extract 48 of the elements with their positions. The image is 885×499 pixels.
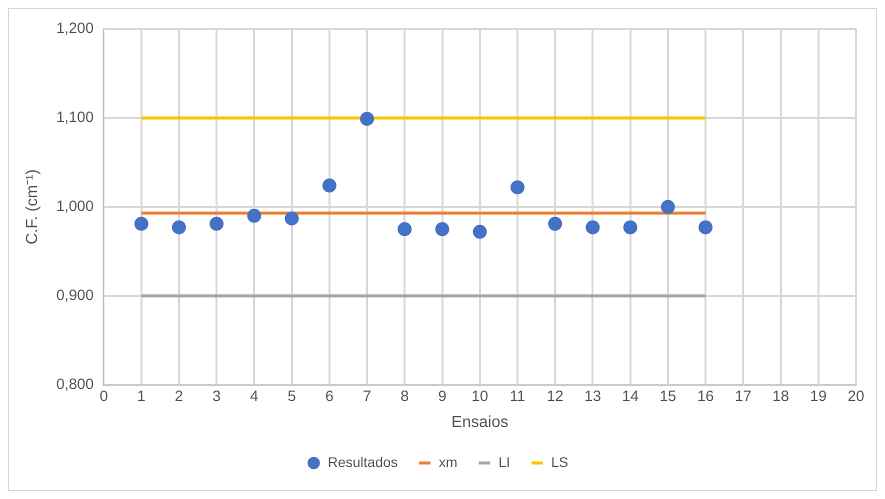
legend-label: Resultados bbox=[328, 454, 398, 470]
point bbox=[660, 200, 675, 214]
y-tick-label: 1,100 bbox=[56, 109, 94, 126]
point bbox=[510, 180, 524, 194]
x-tick-label: 9 bbox=[438, 388, 446, 405]
x-tick-label: 15 bbox=[660, 388, 676, 405]
x-tick-label: 17 bbox=[734, 388, 752, 405]
point bbox=[284, 211, 299, 226]
x-tick-label: 10 bbox=[472, 388, 488, 405]
x-tick-label: 14 bbox=[622, 388, 639, 405]
y-tick-label: 1,000 bbox=[56, 198, 94, 216]
x-tick-label: 4 bbox=[250, 388, 258, 405]
y-tick-label: 0,900 bbox=[56, 286, 94, 304]
x-tick-label: 8 bbox=[400, 388, 409, 405]
x-tick-label: 5 bbox=[288, 388, 296, 405]
x-tick-label: 1 bbox=[137, 388, 146, 405]
y-tick-label: 0,800 bbox=[56, 376, 94, 393]
legend-label: LS bbox=[551, 454, 568, 470]
x-tick-label: 12 bbox=[546, 388, 564, 405]
x-axis-title: Ensaios bbox=[451, 414, 508, 431]
point bbox=[322, 178, 336, 193]
x-tick-label: 19 bbox=[810, 388, 827, 405]
legend-label: xm bbox=[438, 454, 458, 470]
x-tick-label: 3 bbox=[212, 388, 221, 405]
x-tick-label: 11 bbox=[510, 388, 526, 405]
point bbox=[435, 222, 450, 236]
x-tick-label: 7 bbox=[362, 388, 372, 405]
x-tick-label: 0 bbox=[100, 388, 108, 405]
point bbox=[398, 222, 412, 236]
point bbox=[623, 220, 638, 234]
x-tick-label: 16 bbox=[697, 388, 714, 405]
legend-label: LI bbox=[498, 454, 510, 470]
y-axis-title: C.F. (cm⁻¹) bbox=[24, 169, 42, 244]
point bbox=[698, 220, 713, 234]
point bbox=[210, 216, 224, 231]
x-tick-label: 6 bbox=[325, 388, 334, 405]
y-tick-label: 1,200 bbox=[56, 20, 94, 38]
point bbox=[586, 220, 600, 234]
x-tick-label: 2 bbox=[174, 388, 184, 405]
x-tick-label: 20 bbox=[848, 388, 864, 405]
point bbox=[247, 208, 262, 223]
x-tick-label: 18 bbox=[772, 388, 790, 405]
point bbox=[548, 216, 562, 231]
point bbox=[172, 220, 186, 234]
point bbox=[472, 224, 487, 239]
x-tick-label: 13 bbox=[584, 388, 602, 405]
point bbox=[360, 112, 374, 126]
point bbox=[134, 216, 148, 231]
